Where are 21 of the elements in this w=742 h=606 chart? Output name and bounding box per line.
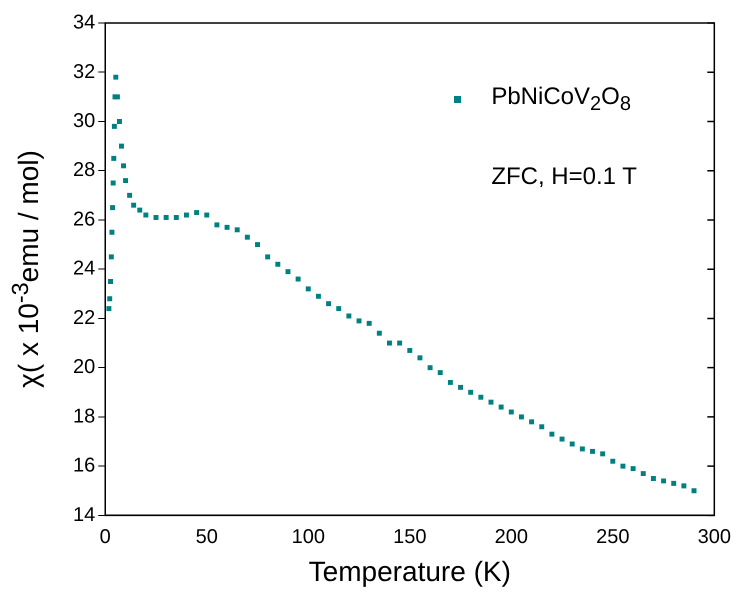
annotation: ZFC, H=0.1 T xyxy=(491,163,637,191)
legend-label: PbNiCoV$_{2}$O$_{8}$ xyxy=(491,83,631,116)
x-axis-title: Temperature (K) xyxy=(308,556,511,587)
y-tick-label: 30 xyxy=(72,110,96,132)
x-tick-label: 250 xyxy=(596,526,630,548)
x-tick-label: 100 xyxy=(292,526,325,548)
y-tick-label: 24 xyxy=(72,258,96,280)
y-tick-label: 16 xyxy=(72,454,96,477)
y-tick-label: 28 xyxy=(72,159,96,182)
y-tick-label: 20 xyxy=(72,356,96,378)
y-tick-label: 32 xyxy=(72,60,96,83)
y-tick-label: 34 xyxy=(72,12,96,34)
y-tick-label: 14 xyxy=(72,504,96,526)
x-tick-label: 0 xyxy=(100,526,111,548)
x-tick-label: 200 xyxy=(494,526,528,548)
x-tick-label: 50 xyxy=(196,526,218,548)
x-tick-label: 150 xyxy=(393,526,426,548)
y-tick-label: 26 xyxy=(72,208,96,230)
y-tick-label: 22 xyxy=(72,306,96,329)
y-tick-label: 18 xyxy=(72,405,96,428)
x-tick-label: 300 xyxy=(698,526,732,548)
